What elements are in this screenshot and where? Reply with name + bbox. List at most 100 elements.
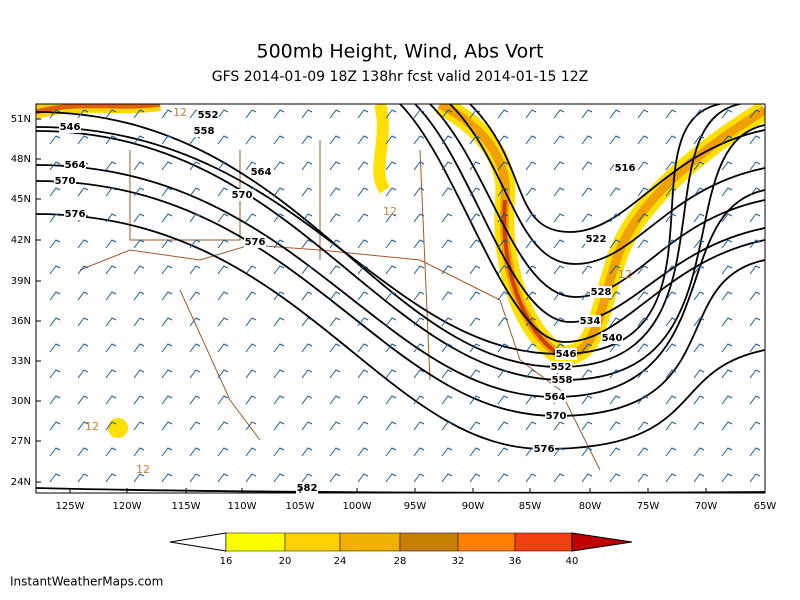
- colorbar-high: [571, 532, 633, 552]
- wind-barb: [609, 109, 621, 119]
- wind-barb: [497, 213, 509, 223]
- wind-barb: [273, 421, 285, 431]
- wind-barb: [385, 161, 397, 171]
- wind-barb: [693, 473, 705, 483]
- contour-label: 528: [591, 287, 612, 298]
- wind-barb: [609, 473, 621, 483]
- wind-barb: [301, 369, 313, 379]
- wind-barb: [273, 213, 285, 223]
- colorbar-label: 36: [509, 556, 522, 567]
- wind-barb: [77, 239, 89, 249]
- wind-barb: [441, 369, 453, 379]
- colorbar-label: 28: [394, 556, 407, 567]
- wind-barb: [105, 161, 117, 171]
- wind-barb: [161, 265, 173, 275]
- credit: InstantWeatherMaps.com: [10, 575, 163, 589]
- wind-barb: [77, 343, 89, 353]
- wind-barb: [245, 447, 257, 457]
- wind-barb: [77, 135, 89, 145]
- wind-barb: [441, 213, 453, 223]
- wind-barb: [749, 265, 761, 275]
- wind-barb: [385, 135, 397, 145]
- wind-barb: [665, 421, 677, 431]
- wind-barb: [189, 161, 201, 171]
- wind-barb: [721, 369, 733, 379]
- wind-barb: [329, 265, 341, 275]
- wind-barb: [385, 369, 397, 379]
- wind-barb: [525, 369, 537, 379]
- wind-barb: [49, 291, 61, 301]
- colorbar-segment: [399, 532, 459, 552]
- contour-label: 522: [586, 234, 607, 245]
- colorbar-label: 16: [220, 556, 233, 567]
- wind-barb: [441, 161, 453, 171]
- wind-barb: [693, 421, 705, 431]
- vorticity-label: 12: [173, 106, 187, 119]
- wind-barb: [525, 213, 537, 223]
- contour-label: 570: [232, 190, 253, 201]
- wind-barb: [413, 109, 425, 119]
- wind-barb: [329, 473, 341, 483]
- wind-barb: [357, 343, 369, 353]
- wind-barb: [609, 395, 621, 405]
- wind-barb: [665, 395, 677, 405]
- wind-barb: [693, 239, 705, 249]
- contour-label: 576: [534, 444, 555, 455]
- wind-barb: [49, 109, 61, 119]
- latitude-label: 36N: [11, 316, 31, 327]
- wind-barb: [357, 213, 369, 223]
- wind-barb: [385, 395, 397, 405]
- wind-barb: [441, 187, 453, 197]
- wind-barb: [133, 187, 145, 197]
- wind-barb: [609, 421, 621, 431]
- contour-label-bg: [197, 109, 219, 121]
- contour-label-bg: [250, 166, 272, 178]
- wind-barb: [49, 161, 61, 171]
- wind-barb: [357, 473, 369, 483]
- wind-barb: [105, 421, 117, 431]
- contour-line: [36, 104, 721, 355]
- contour-label: 564: [65, 160, 86, 171]
- wind-barb: [273, 369, 285, 379]
- wind-barb: [469, 291, 481, 301]
- wind-barb: [441, 265, 453, 275]
- wind-barb: [721, 187, 733, 197]
- vorticity-label: 12: [383, 205, 397, 218]
- wind-barb: [301, 473, 313, 483]
- wind-barb: [161, 161, 173, 171]
- wind-barb: [105, 265, 117, 275]
- wind-barb: [385, 239, 397, 249]
- wind-barb: [49, 473, 61, 483]
- wind-barb: [189, 343, 201, 353]
- wind-barb: [497, 161, 509, 171]
- wind-barb: [665, 239, 677, 249]
- wind-barb: [665, 213, 677, 223]
- wind-barb: [749, 369, 761, 379]
- wind-barb: [245, 421, 257, 431]
- wind-barb: [469, 369, 481, 379]
- wind-barb: [469, 265, 481, 275]
- contour-label-bg: [64, 159, 86, 171]
- wind-barb: [133, 265, 145, 275]
- wind-barb: [217, 395, 229, 405]
- wind-barb: [357, 317, 369, 327]
- wind-barb: [693, 213, 705, 223]
- wind-barb: [581, 395, 593, 405]
- contour-label: 546: [556, 349, 577, 360]
- wind-barb: [413, 265, 425, 275]
- wind-barb: [693, 109, 705, 119]
- longitude-label: 75W: [637, 501, 660, 512]
- contour-label-bg: [54, 175, 76, 187]
- wind-barb: [49, 239, 61, 249]
- contour-label-bg: [64, 208, 86, 220]
- latitude-label: 45N: [11, 194, 31, 205]
- wind-barb: [581, 421, 593, 431]
- wind-barb: [749, 161, 761, 171]
- wind-barb: [301, 265, 313, 275]
- contour-line: [449, 104, 765, 265]
- wind-barb: [217, 135, 229, 145]
- wind-barb: [77, 109, 89, 119]
- vorticity-label: 12: [618, 268, 632, 281]
- wind-barb: [749, 421, 761, 431]
- wind-barb: [609, 317, 621, 327]
